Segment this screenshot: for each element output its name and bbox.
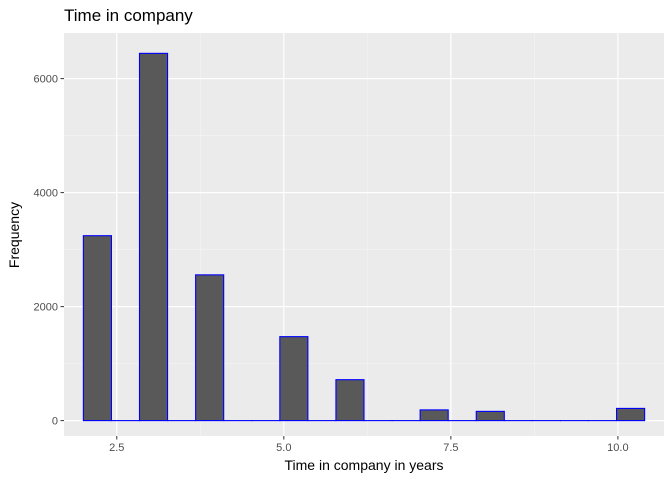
histogram-bar <box>419 409 449 422</box>
y-tick-label: 2000 <box>34 302 58 314</box>
histogram-bar <box>195 274 225 422</box>
x-axis: 2.5 5.0 7.5 10.0 <box>109 436 629 454</box>
y-axis: 0 2000 4000 6000 <box>34 74 64 428</box>
chart-title: Time in company <box>64 6 193 25</box>
y-axis-title: Frequency <box>6 202 22 268</box>
histogram-bar <box>82 235 112 422</box>
y-tick-label: 4000 <box>34 188 58 200</box>
x-tick-label: 10.0 <box>607 442 628 454</box>
x-tick-label: 5.0 <box>276 442 291 454</box>
x-tick-label: 2.5 <box>109 442 124 454</box>
histogram-bar <box>475 410 505 422</box>
histogram-bar <box>616 407 646 422</box>
x-axis-title: Time in company in years <box>285 457 444 473</box>
y-tick-label: 6000 <box>34 74 58 86</box>
y-tick-label: 0 <box>52 416 58 428</box>
histogram-bar <box>335 379 365 422</box>
histogram-bars <box>82 52 646 422</box>
histogram-bar <box>279 336 309 422</box>
histogram-bar <box>138 52 169 422</box>
x-tick-label: 7.5 <box>443 442 458 454</box>
